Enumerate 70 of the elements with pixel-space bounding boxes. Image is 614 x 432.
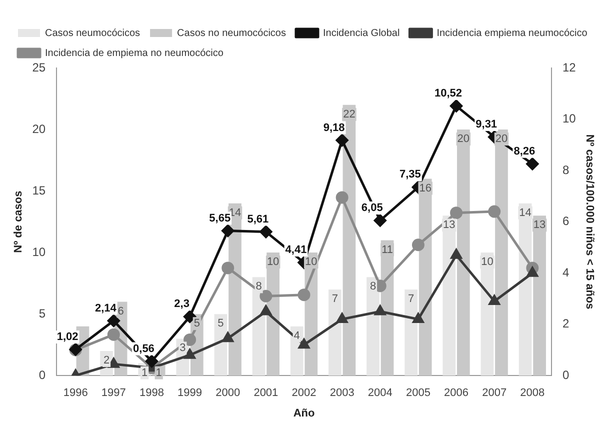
data-label: 14: [519, 206, 532, 219]
x-tick-label: 2001: [254, 387, 278, 400]
y-tick-label: 20: [32, 122, 46, 136]
data-label: 3: [180, 342, 186, 354]
x-tick-label: 2008: [520, 387, 545, 400]
x-tick-label: 1998: [139, 387, 164, 400]
data-label: 4,41: [285, 244, 307, 256]
data-label: 10: [305, 256, 318, 268]
y-axis-title: Nº de casos: [12, 190, 25, 253]
data-label: 0,56: [133, 342, 154, 355]
data-label: 6: [118, 305, 124, 318]
data-label: 2,14: [94, 302, 118, 314]
data-label: 11: [382, 244, 393, 256]
legend-label: Casos neumocócicos: [45, 28, 140, 39]
x-axis-title: Año: [293, 407, 315, 420]
data-label: 8: [370, 280, 376, 293]
data-label: 6,05: [361, 202, 383, 214]
data-label: 1,02: [56, 330, 78, 343]
data-label: 9,18: [323, 122, 345, 134]
data-label: 7,35: [400, 168, 421, 181]
data-label: 8,26: [514, 145, 536, 158]
x-tick-label: 1996: [63, 387, 88, 400]
data-label: 2: [103, 354, 110, 367]
data-label: 5: [194, 318, 200, 330]
x-tick-label: 2000: [216, 387, 240, 400]
y2-axis-title: Nº casos/100.000 niños < 15 años: [583, 134, 596, 310]
x-tick-label: 1999: [178, 387, 202, 400]
y2-tick-label: 2: [562, 316, 570, 331]
data-label: 7: [408, 293, 414, 306]
x-tick-label: 2003: [330, 387, 354, 400]
x-tick-label: 2007: [482, 387, 507, 400]
x-tick-label: 2006: [444, 387, 469, 400]
data-label: 20: [495, 133, 508, 146]
data-label: 5,65: [209, 212, 231, 224]
data-label: 2,3: [174, 298, 190, 310]
legend-label: Incidencia empiema neumocócico: [436, 28, 588, 39]
data-label: 8: [256, 280, 262, 293]
y2-tick-label: 0: [562, 368, 570, 382]
data-label: 10: [481, 256, 494, 268]
data-label: 16: [419, 182, 432, 194]
legend-label: Incidencia Global: [322, 28, 400, 39]
y-tick-label: 25: [32, 60, 46, 74]
data-label: 1: [142, 366, 148, 379]
y-tick-label: 0: [38, 368, 46, 382]
data-label: 5,61: [247, 213, 269, 226]
data-label: 9,31: [476, 118, 498, 130]
x-tick-label: 2002: [292, 387, 316, 400]
y2-tick-label: 12: [562, 60, 576, 74]
data-label: 20: [457, 133, 470, 146]
legend-label: Incidencia de empiema no neumocócico: [45, 48, 224, 59]
x-tick-label: 2005: [406, 387, 430, 400]
data-label: 10,52: [434, 87, 462, 100]
x-tick-label: 1997: [101, 387, 126, 400]
data-label: 1: [156, 366, 162, 379]
data-label: 13: [533, 219, 546, 232]
data-label: 22: [343, 108, 356, 120]
y2-tick-label: 8: [562, 162, 570, 177]
data-label: 5: [218, 318, 224, 330]
data-label: 4: [294, 330, 300, 342]
y-tick-label: 10: [32, 244, 46, 259]
y2-tick-label: 10: [562, 112, 576, 126]
data-label: 13: [443, 219, 456, 232]
y-tick-label: 15: [32, 183, 46, 198]
y-tick-label: 5: [38, 306, 46, 320]
y2-tick-label: 6: [562, 214, 570, 228]
y2-tick-label: 4: [562, 265, 570, 280]
x-tick-label: 2004: [368, 387, 392, 400]
data-label: 7: [332, 293, 338, 306]
data-label: 10: [266, 256, 280, 268]
legend-label: Casos no neumocócicos: [177, 28, 286, 39]
